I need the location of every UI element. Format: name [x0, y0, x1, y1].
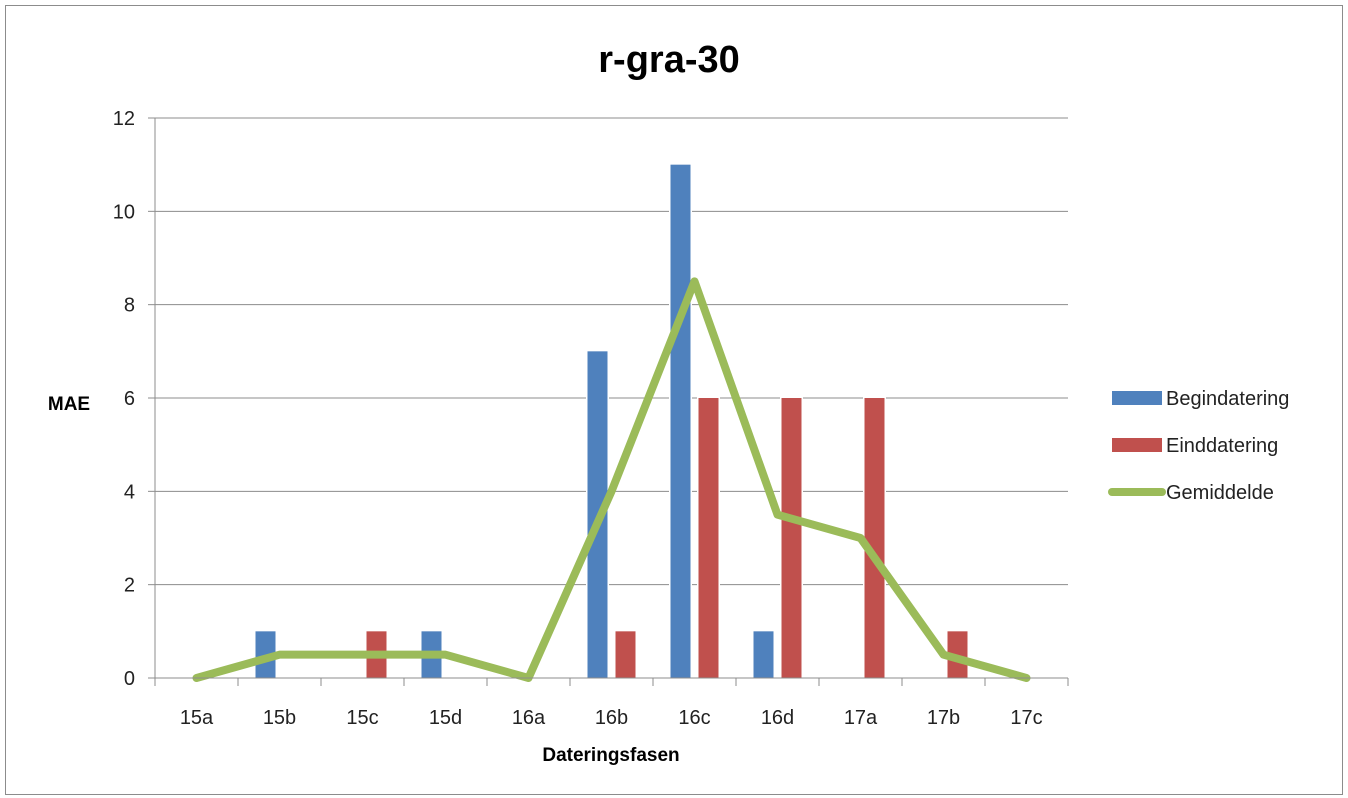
x-tick-label: 17c	[1010, 707, 1042, 729]
y-tick-label: 6	[124, 388, 135, 410]
x-tick-label: 15d	[429, 707, 462, 729]
legend: Begindatering Einddatering Gemiddelde	[1108, 388, 1289, 504]
x-tick-label: 16b	[595, 707, 628, 729]
bar-begindatering	[670, 164, 691, 678]
x-tick-label: 15b	[263, 707, 296, 729]
bar-einddatering	[864, 398, 885, 678]
bar-einddatering	[698, 398, 719, 678]
x-tick-label: 17b	[927, 707, 960, 729]
legend-label: Begindatering	[1166, 388, 1289, 410]
line-gemiddelde	[192, 277, 1031, 682]
bars	[254, 163, 969, 678]
x-tick-label: 16d	[761, 707, 794, 729]
lines	[192, 277, 1031, 682]
legend-label: Einddatering	[1166, 435, 1278, 457]
x-tick-label: 16a	[512, 707, 546, 729]
legend-swatch	[1112, 391, 1162, 405]
chart-title: r-gra-30	[598, 39, 740, 81]
x-tick-label: 16c	[678, 707, 710, 729]
y-axis-title: MAE	[48, 394, 90, 415]
x-tick-label: 15c	[346, 707, 378, 729]
legend-label: Gemiddelde	[1166, 482, 1274, 504]
x-tick-label: 17a	[844, 707, 878, 729]
bar-einddatering	[615, 631, 636, 678]
y-tick-label: 10	[113, 201, 135, 223]
gridlines	[148, 117, 1069, 686]
x-tick-labels: 15a 15b 15c 15d 16a 16b 16c 16d 17a 17b 17c	[180, 707, 1043, 729]
bar-begindatering	[753, 631, 774, 678]
y-tick-label: 2	[124, 575, 135, 597]
y-tick-label: 4	[124, 481, 135, 503]
y-tick-label: 12	[113, 108, 135, 130]
y-tick-labels: 0 2 4 6 8 10 12	[113, 108, 135, 690]
y-tick-label: 0	[124, 668, 135, 690]
x-tick-label: 15a	[180, 707, 214, 729]
x-axis-title: Dateringsfasen	[542, 745, 679, 766]
legend-swatch	[1112, 438, 1162, 452]
y-tick-label: 8	[124, 295, 135, 317]
bar-einddatering	[781, 398, 802, 678]
